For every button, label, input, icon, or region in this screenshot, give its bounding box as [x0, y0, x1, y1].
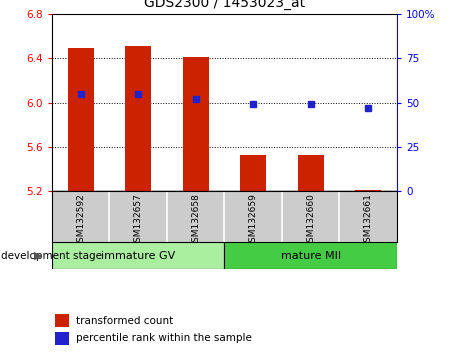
- Text: GSM132657: GSM132657: [133, 193, 143, 248]
- Text: transformed count: transformed count: [76, 316, 173, 326]
- Title: GDS2300 / 1453023_at: GDS2300 / 1453023_at: [144, 0, 305, 10]
- Text: immature GV: immature GV: [101, 251, 175, 261]
- Bar: [298, 155, 323, 191]
- Bar: [355, 190, 381, 191]
- Text: mature MII: mature MII: [281, 251, 341, 261]
- Bar: [55, 314, 69, 327]
- Text: GSM132659: GSM132659: [249, 193, 258, 248]
- Bar: [183, 57, 208, 191]
- Text: percentile rank within the sample: percentile rank within the sample: [76, 333, 252, 343]
- Text: GSM132661: GSM132661: [364, 193, 373, 248]
- Bar: [68, 48, 93, 191]
- Bar: [240, 155, 266, 191]
- Text: GSM132660: GSM132660: [306, 193, 315, 248]
- Bar: [55, 332, 69, 345]
- Text: GSM132658: GSM132658: [191, 193, 200, 248]
- Bar: [52, 242, 225, 269]
- Bar: [125, 46, 151, 191]
- Bar: [225, 242, 397, 269]
- Text: ▶: ▶: [34, 251, 42, 261]
- Text: development stage: development stage: [1, 251, 102, 261]
- Text: GSM132592: GSM132592: [76, 193, 85, 248]
